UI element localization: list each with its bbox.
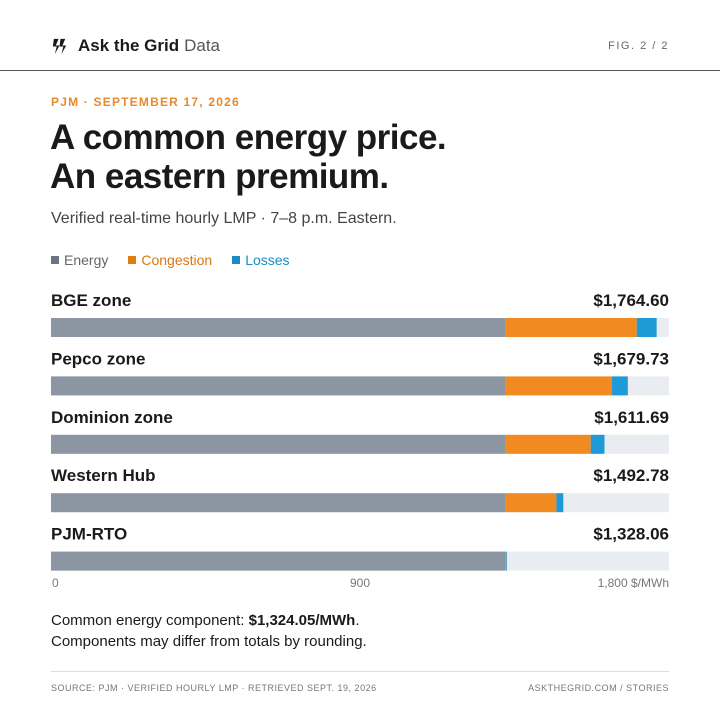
x-tick-label: 0	[52, 576, 59, 590]
bar-congestion-western-hub	[505, 493, 557, 513]
legend-item-congestion: Congestion	[128, 252, 212, 268]
row-label-dominion-zone: Dominion zone	[51, 408, 173, 427]
row-total-bge-zone: $1,764.60	[593, 291, 669, 310]
x-tick-label: 900	[350, 576, 370, 590]
bar-congestion-pepco-zone	[505, 376, 613, 396]
bar-congestion-pjm-rto	[505, 551, 507, 571]
legend-swatch-losses	[232, 256, 241, 264]
legend-swatch-congestion	[128, 256, 137, 264]
note-suffix: .	[355, 612, 360, 629]
lightning-logo-icon	[52, 38, 67, 54]
row-label-pepco-zone: Pepco zone	[51, 349, 145, 368]
row-label-bge-zone: BGE zone	[51, 291, 131, 310]
bar-energy-dominion-zone	[51, 434, 506, 454]
bar-energy-western-hub	[51, 493, 506, 513]
kicker: PJM · SEPTEMBER 17, 2026	[51, 95, 240, 109]
bar-losses-dominion-zone	[590, 434, 605, 454]
note-line-1: Common energy component: $1,324.05/MWh.	[51, 610, 367, 631]
bar-energy-pjm-rto	[51, 551, 506, 571]
row-total-western-hub: $1,492.78	[593, 466, 669, 485]
row-label-pjm-rto: PJM-RTO	[51, 525, 127, 544]
bar-congestion-dominion-zone	[505, 434, 591, 454]
row-total-pepco-zone: $1,679.73	[593, 349, 669, 368]
x-tick-label: 1,800 $/MWh	[598, 576, 669, 590]
legend-swatch-energy	[51, 256, 59, 264]
note-line-2: Components may differ from totals by rou…	[51, 633, 367, 650]
legend-label-energy: Energy	[64, 252, 109, 268]
bar-losses-pepco-zone	[612, 376, 628, 396]
figure-label: FIG. 2 / 2	[608, 40, 669, 52]
bar-losses-western-hub	[556, 493, 564, 513]
brand-name: Ask the Grid	[78, 36, 180, 55]
chart-legend: Energy Congestion Losses	[51, 252, 310, 268]
brand[interactable]: Ask the Grid Data	[51, 36, 220, 56]
site-link[interactable]: ASKTHEGRID.COM / STORIES	[528, 683, 669, 693]
legend-item-losses: Losses	[232, 252, 290, 268]
bar-energy-bge-zone	[51, 318, 506, 337]
legend-label-congestion: Congestion	[141, 252, 213, 268]
chart-note: Common energy component: $1,324.05/MWh. …	[51, 610, 367, 652]
note-value: $1,324.05/MWh	[248, 612, 356, 629]
legend-label-losses: Losses	[245, 252, 290, 268]
brand-sub: Data	[184, 36, 221, 55]
source-credit: SOURCE: PJM · VERIFIED HOURLY LMP · RETR…	[51, 683, 377, 693]
legend-item-energy: Energy	[51, 252, 108, 268]
bar-congestion-bge-zone	[505, 318, 637, 337]
bar-losses-bge-zone	[636, 318, 657, 337]
note-prefix: Common energy component:	[51, 612, 249, 629]
bar-losses-pjm-rto	[506, 551, 507, 571]
footer-divider	[51, 671, 669, 672]
row-total-pjm-rto: $1,328.06	[593, 525, 669, 544]
top-bar: Ask the Grid Data FIG. 2 / 2	[0, 0, 720, 71]
headline: A common energy price. An eastern premiu…	[50, 118, 447, 196]
headline-line-2: An eastern premium.	[50, 157, 389, 196]
row-total-dominion-zone: $1,611.69	[594, 408, 669, 427]
row-label-western-hub: Western Hub	[51, 466, 156, 485]
bar-energy-pepco-zone	[51, 376, 506, 396]
headline-line-1: A common energy price.	[50, 118, 447, 157]
subhead: Verified real-time hourly LMP · 7–8 p.m.…	[51, 210, 397, 227]
